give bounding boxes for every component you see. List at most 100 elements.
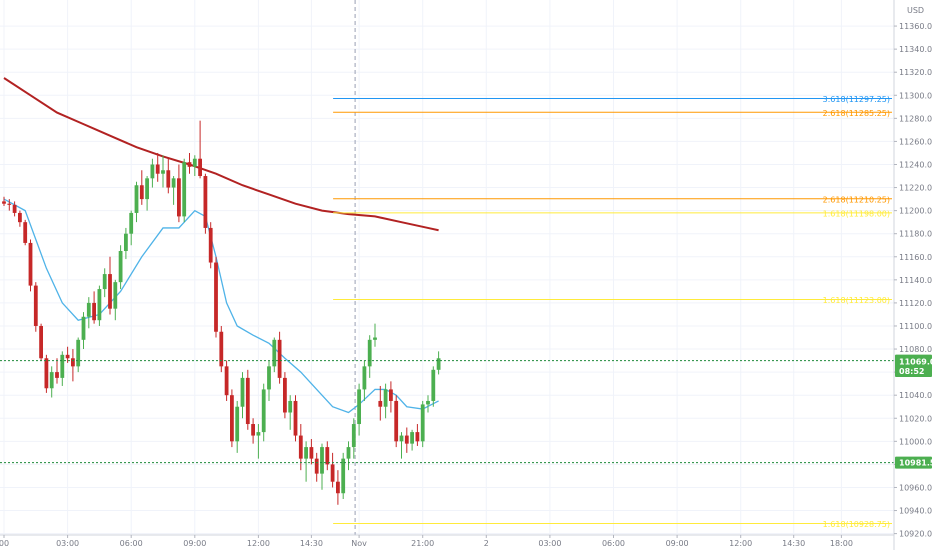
price-badge-label: 10981.50 (899, 459, 932, 468)
candle-body (420, 404, 425, 442)
price-badge (895, 355, 932, 368)
price-tick-label: 11260.00 (899, 137, 932, 146)
price-badge (895, 364, 932, 377)
candle-body (65, 354, 70, 359)
candle-body (102, 274, 107, 290)
candle-body (267, 366, 271, 390)
candle-body (378, 400, 383, 407)
price-tick-label: 11140.00 (899, 276, 932, 285)
candle-body (415, 432, 420, 442)
candle-body (113, 282, 118, 309)
candle-body (219, 331, 224, 367)
candle-body (177, 178, 181, 217)
price-tick-label: 11320.00 (899, 68, 932, 77)
candle-body (171, 178, 176, 188)
time-tick-label: 09:00 (183, 539, 206, 548)
candle-body (288, 400, 293, 413)
price-tick-label: 10920.00 (899, 530, 932, 539)
fib-level-label: 2.618(11210.25) (823, 195, 890, 204)
price-lines (0, 360, 894, 464)
candle-body (203, 176, 208, 228)
candle-body (76, 339, 81, 367)
candle-body (49, 372, 54, 389)
price-tick-label: 11280.00 (899, 114, 932, 123)
candle-body (351, 424, 356, 448)
price-tick-label: 11220.00 (899, 184, 932, 193)
time-tick-label: Nov (351, 539, 367, 548)
price-tick-label: 11160.00 (899, 253, 932, 262)
time-tick-label: 09:00 (666, 539, 689, 548)
candle-body (389, 389, 393, 401)
candle-body (431, 369, 436, 401)
candle-body (124, 233, 128, 252)
candle-body (235, 406, 240, 442)
candlesticks (2, 120, 441, 505)
candle-body (208, 227, 213, 263)
time-tick-label: 00 (0, 539, 9, 548)
candle-body (309, 447, 314, 459)
candle-body (166, 170, 171, 188)
candle-body (436, 358, 441, 370)
candle-body (367, 339, 372, 367)
price-tick-label: 11240.00 (899, 160, 932, 169)
candle-body (251, 424, 255, 436)
candle-body (28, 242, 33, 286)
candle-body (134, 185, 139, 213)
price-tick-label: 11000.00 (899, 437, 932, 446)
time-tick-label: 03:00 (538, 539, 561, 548)
time-tick-label: 21:00 (411, 539, 434, 548)
candle-body (394, 400, 399, 442)
price-badge-label: 08:52 (899, 367, 924, 376)
price-tick-label: 11020.00 (899, 414, 932, 423)
candle-body (346, 447, 351, 459)
candle-body (92, 302, 96, 321)
price-badge (895, 456, 932, 469)
fib-level-label: 1.618(11198.00) (823, 209, 890, 218)
candle-body (336, 481, 340, 494)
time-tick-label: 14:30 (300, 539, 323, 548)
time-tick-label: 03:00 (56, 539, 79, 548)
fib-level-label: 2.618(11285.25) (823, 109, 890, 118)
candle-body (139, 185, 144, 200)
candle-body (12, 204, 17, 213)
time-tick-label: 2 (484, 539, 489, 548)
candle-body (240, 377, 245, 407)
candle-body (357, 389, 361, 425)
time-axis-ticks[interactable]: 00 03:00 06:00 09:00 12:00 14:30 Nov 21:00 2 03:0… (0, 535, 853, 548)
candle-body (86, 302, 91, 317)
candle-body (187, 162, 192, 167)
candle-body (383, 389, 388, 407)
candle-body (426, 400, 430, 405)
candle-body (129, 212, 134, 234)
price-tick-label: 11120.00 (899, 299, 932, 308)
candle-body (155, 164, 160, 174)
candle-body (71, 358, 75, 367)
time-tick-label: 06:00 (120, 539, 143, 548)
candle-body (150, 164, 155, 179)
price-tick-label: 10940.00 (899, 507, 932, 516)
candle-body (192, 158, 197, 167)
candle-body (7, 203, 12, 205)
candle-body (245, 377, 250, 425)
fast-ema-line (3, 198, 439, 414)
candle-body (362, 366, 367, 390)
candle-body (256, 432, 261, 436)
candle-body (214, 262, 218, 332)
time-tick-label: 12:00 (729, 539, 752, 548)
candle-body (261, 389, 266, 433)
candle-body (60, 354, 65, 378)
candle-body (44, 358, 49, 389)
price-tick-label: 11300.00 (899, 91, 932, 100)
price-tick-label: 11040.00 (899, 391, 932, 400)
price-tick-label: 11340.00 (899, 45, 932, 54)
candle-body (2, 201, 6, 204)
currency-label: USD (907, 6, 924, 15)
time-tick-label: 18:00 (830, 539, 853, 548)
candle-body (399, 435, 404, 442)
price-tick-label: 11100.00 (899, 322, 932, 331)
candle-body (298, 435, 303, 459)
candle-body (373, 337, 377, 340)
